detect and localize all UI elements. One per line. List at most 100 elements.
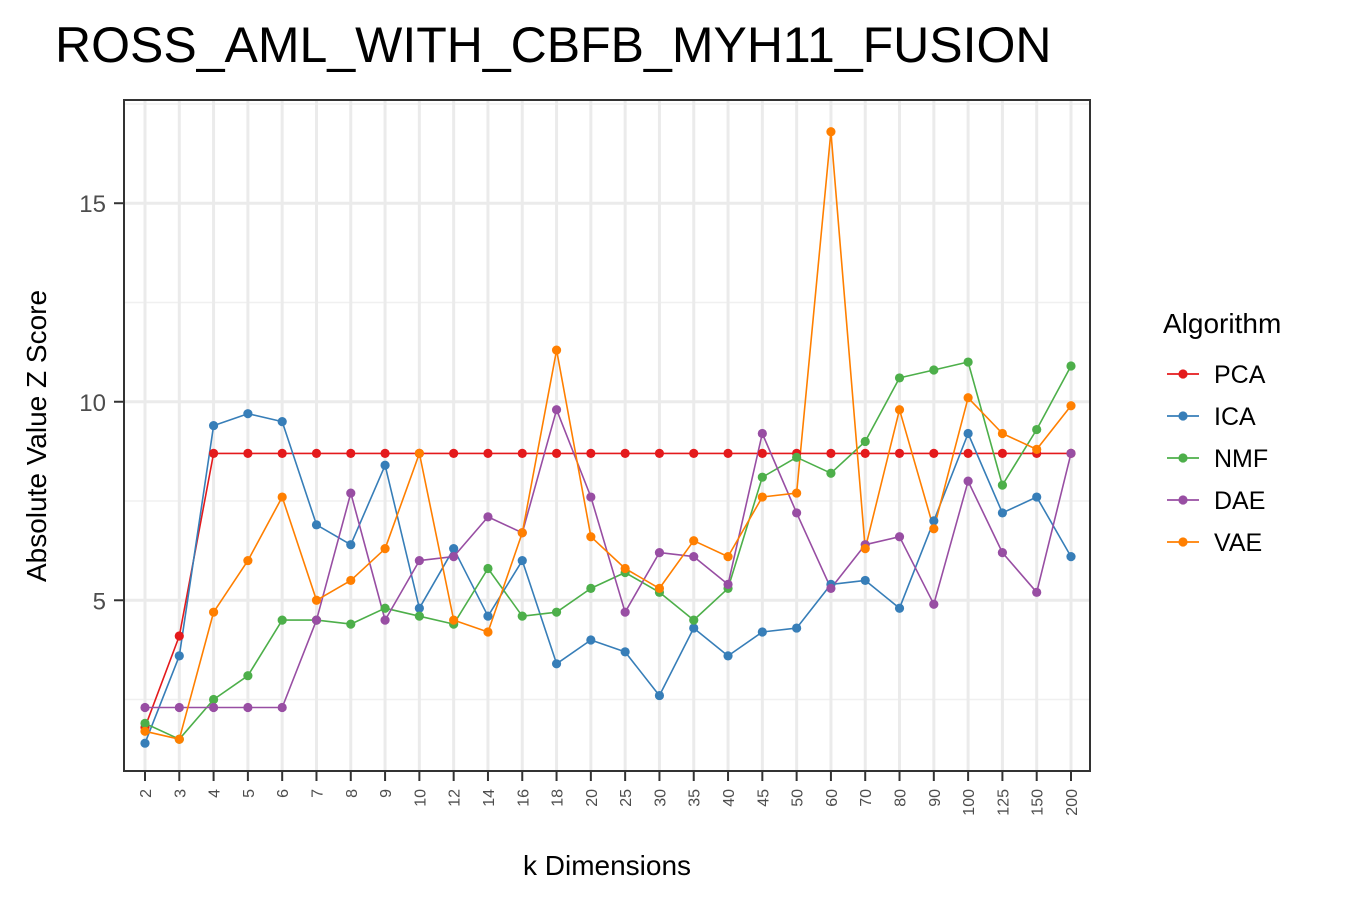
data-point-vae xyxy=(311,595,322,605)
data-point-nmf xyxy=(380,603,390,613)
data-point-pca xyxy=(826,448,836,458)
data-point-pca xyxy=(346,448,356,458)
data-point-nmf xyxy=(689,615,699,625)
data-point-ica xyxy=(208,420,219,431)
x-tick-label: 40 xyxy=(721,789,738,807)
x-tick-label: 6 xyxy=(275,789,292,798)
data-point-ica xyxy=(346,540,356,550)
legend-label-vae: VAE xyxy=(1214,529,1262,557)
data-point-vae xyxy=(860,544,870,554)
data-point-dae xyxy=(277,702,287,713)
legend-key-point-pca xyxy=(1178,369,1188,379)
data-point-ica xyxy=(929,516,939,526)
x-tick-label: 10 xyxy=(412,789,429,807)
data-point-dae xyxy=(483,512,493,522)
data-point-ica xyxy=(551,659,562,669)
data-point-nmf xyxy=(517,611,527,621)
legend-key-point-ica xyxy=(1178,411,1188,421)
x-tick-label: 90 xyxy=(927,789,944,807)
x-tick-label: 16 xyxy=(515,789,532,807)
data-point-pca xyxy=(997,448,1008,458)
data-point-ica xyxy=(689,623,699,633)
data-point-nmf xyxy=(757,472,767,482)
data-point-pca xyxy=(380,448,390,458)
data-point-ica xyxy=(997,508,1008,518)
data-point-dae xyxy=(551,405,562,415)
data-point-vae xyxy=(243,555,253,566)
data-point-vae xyxy=(894,405,905,415)
data-point-ica xyxy=(723,651,733,661)
x-tick-label: 25 xyxy=(618,789,635,807)
data-point-vae xyxy=(689,536,699,546)
data-point-dae xyxy=(586,492,596,502)
data-point-dae xyxy=(929,599,939,609)
data-point-vae xyxy=(826,127,836,137)
data-point-vae xyxy=(757,492,767,502)
legend-title: Algorithm xyxy=(1163,308,1281,339)
x-tick-label: 4 xyxy=(207,789,224,798)
data-point-ica xyxy=(586,635,596,645)
data-point-pca xyxy=(654,448,665,458)
x-tick-label: 20 xyxy=(584,789,601,807)
x-axis: 2 3 4 5 6 7 8 9 10 12 14 16 18 20 25 30 35 40 45 50 60 70 80 90… xyxy=(138,771,1081,816)
legend-label-pca: PCA xyxy=(1214,361,1266,389)
data-point-vae xyxy=(551,345,562,355)
x-tick-label: 2 xyxy=(138,789,155,798)
data-point-vae xyxy=(997,428,1008,439)
data-point-pca xyxy=(174,631,184,641)
data-point-ica xyxy=(380,460,390,470)
y-axis-title: Absolute Value Z Score xyxy=(21,290,52,582)
data-point-ica xyxy=(1066,551,1076,562)
data-point-ica xyxy=(174,651,184,661)
data-point-ica xyxy=(517,555,527,566)
series-points xyxy=(140,127,1076,748)
data-point-nmf xyxy=(1066,361,1076,371)
y-tick-label: 15 xyxy=(79,191,106,218)
data-point-dae xyxy=(311,615,322,625)
x-axis-title: k Dimensions xyxy=(523,850,691,881)
y-axis: 5 10 15 xyxy=(79,191,124,615)
data-point-pca xyxy=(894,448,905,458)
data-point-vae xyxy=(449,615,459,625)
data-point-vae xyxy=(963,393,973,403)
x-tick-label: 60 xyxy=(824,789,841,807)
data-point-vae xyxy=(792,488,802,498)
data-point-ica xyxy=(792,623,802,633)
series-line-dae xyxy=(145,408,1072,709)
data-point-nmf xyxy=(860,436,870,447)
data-point-nmf xyxy=(346,619,356,629)
data-point-dae xyxy=(826,583,836,593)
data-point-vae xyxy=(1032,444,1042,454)
x-tick-label: 5 xyxy=(241,789,258,798)
data-point-nmf xyxy=(997,480,1008,490)
data-point-vae xyxy=(346,575,356,586)
data-point-dae xyxy=(894,532,905,542)
x-tick-label: 12 xyxy=(447,789,464,807)
data-point-ica xyxy=(449,544,459,554)
data-point-ica xyxy=(1032,492,1042,502)
data-point-pca xyxy=(311,448,322,458)
x-tick-label: 150 xyxy=(1030,789,1047,816)
data-point-dae xyxy=(723,579,733,589)
data-point-pca xyxy=(586,448,596,458)
y-tick-label: 5 xyxy=(93,588,106,615)
data-point-vae xyxy=(654,583,665,593)
x-tick-label: 50 xyxy=(790,789,807,807)
data-point-nmf xyxy=(414,611,424,621)
legend-key-point-nmf xyxy=(1178,453,1188,463)
data-point-pca xyxy=(277,448,287,458)
data-point-dae xyxy=(174,702,184,713)
data-point-nmf xyxy=(929,365,939,375)
x-tick-label: 18 xyxy=(550,789,567,807)
legend-label-nmf: NMF xyxy=(1214,445,1268,473)
data-point-dae xyxy=(997,548,1008,558)
data-point-nmf xyxy=(483,563,493,574)
data-point-nmf xyxy=(243,671,253,681)
data-point-pca xyxy=(963,448,973,458)
legend: Algorithm PCA ICA NMF DAE VAE xyxy=(1163,308,1281,557)
y-tick-label: 10 xyxy=(79,390,106,417)
x-tick-label: 125 xyxy=(995,789,1012,816)
chart-title: ROSS_AML_WITH_CBFB_MYH11_FUSION xyxy=(55,17,1052,73)
data-point-vae xyxy=(483,627,493,637)
